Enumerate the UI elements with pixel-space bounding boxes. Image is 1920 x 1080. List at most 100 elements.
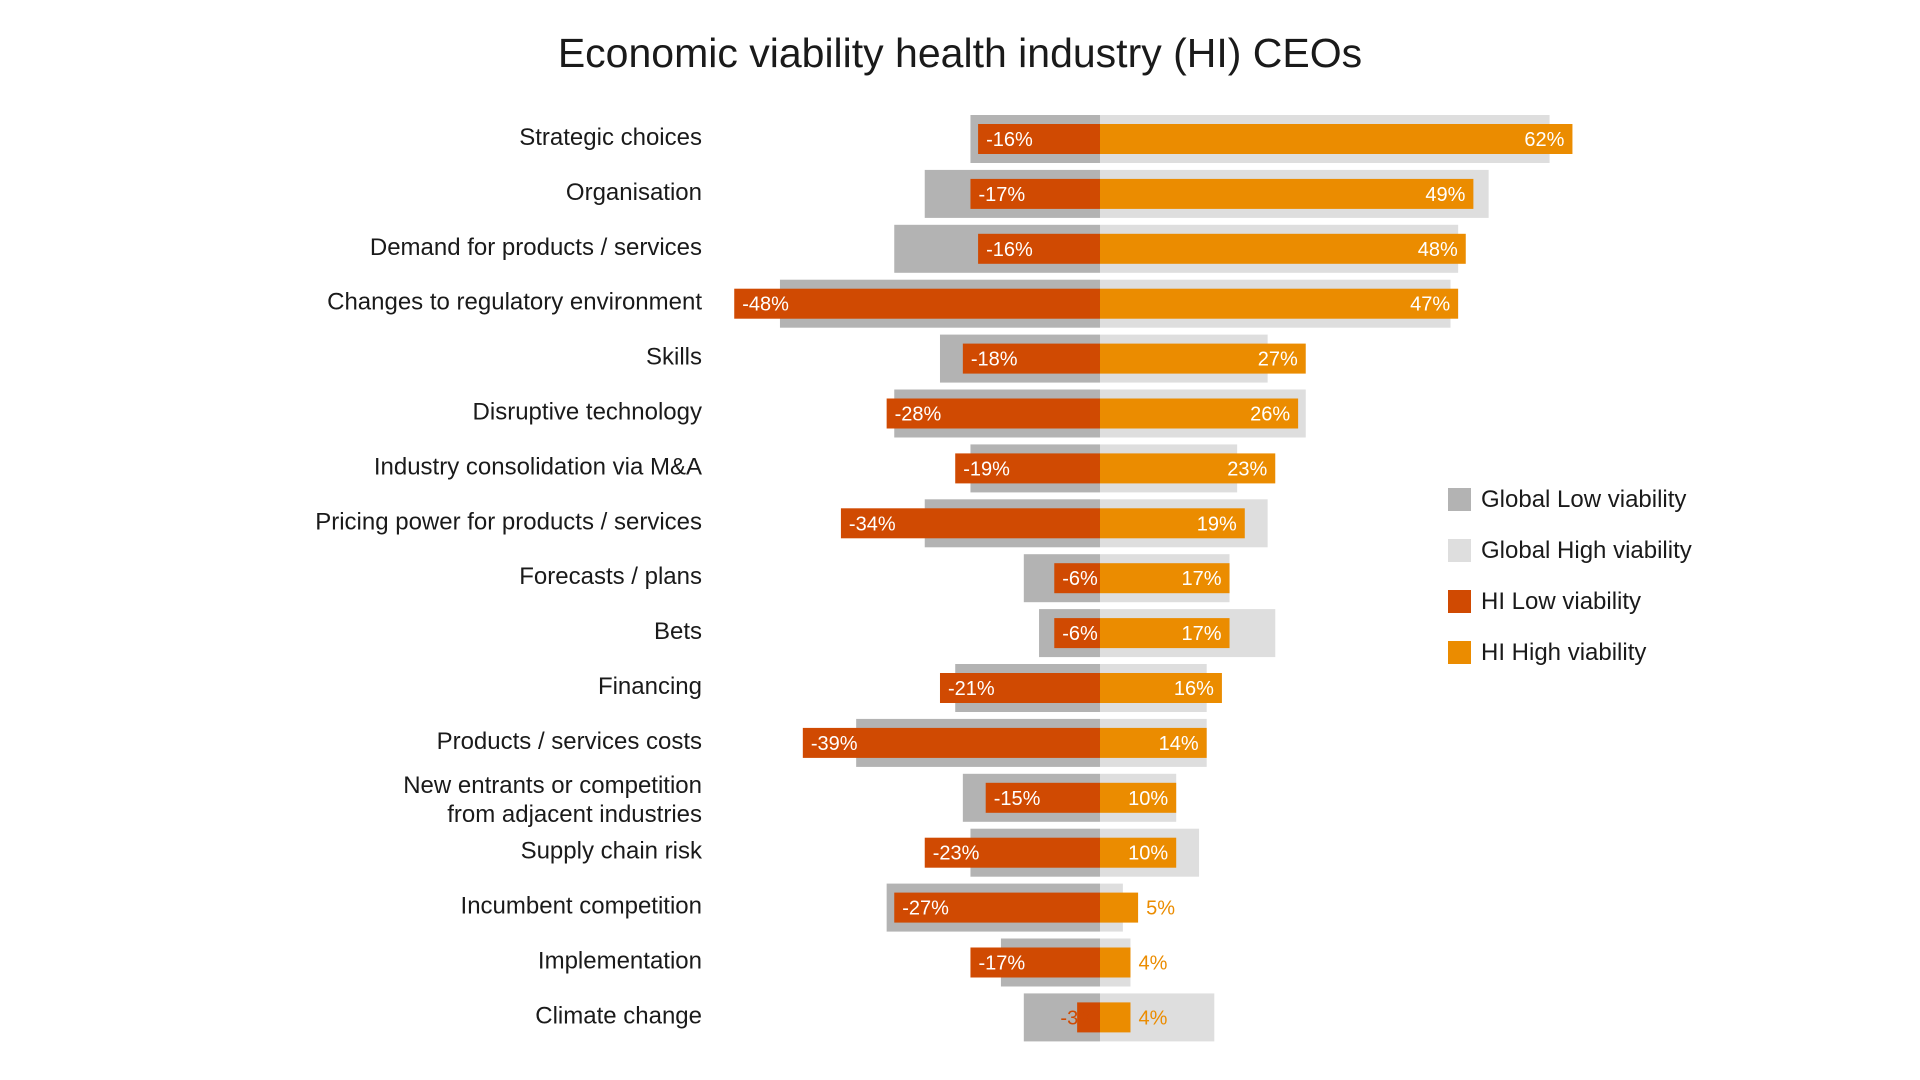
category-label: New entrants or competition bbox=[403, 772, 702, 799]
category-label: Industry consolidation via M&A bbox=[374, 453, 702, 480]
data-label-hi-low: -23% bbox=[933, 843, 980, 865]
data-label-hi-low: -27% bbox=[902, 898, 949, 920]
legend-swatch-global-high bbox=[1448, 539, 1471, 562]
category-label: Forecasts / plans bbox=[519, 563, 702, 590]
data-label-hi-low: -28% bbox=[895, 404, 942, 426]
data-label-hi-high: 14% bbox=[1159, 733, 1199, 755]
legend-label: Global High viability bbox=[1481, 536, 1692, 564]
data-label-hi-high: 49% bbox=[1425, 184, 1465, 206]
bar-hi-low bbox=[840, 508, 1100, 539]
data-label-hi-low: -6% bbox=[1062, 568, 1098, 590]
legend-label: HI High viability bbox=[1481, 638, 1647, 666]
category-label: Supply chain risk bbox=[521, 838, 703, 865]
legend-item-global-low: Global Low viability bbox=[1448, 474, 1692, 525]
category-label: Bets bbox=[654, 618, 702, 645]
bar-hi-low bbox=[924, 837, 1100, 868]
data-label-hi-low: -21% bbox=[948, 678, 995, 700]
data-label-hi-high: 16% bbox=[1174, 678, 1214, 700]
bar-hi-high bbox=[1100, 618, 1230, 649]
category-label: Incumbent competition bbox=[461, 893, 702, 920]
legend: Global Low viability Global High viabili… bbox=[1448, 474, 1692, 678]
data-label-hi-low: -15% bbox=[994, 788, 1041, 810]
legend-item-global-high: Global High viability bbox=[1448, 525, 1692, 576]
data-label-hi-high: 10% bbox=[1128, 843, 1168, 865]
data-label-hi-high: 17% bbox=[1182, 568, 1222, 590]
data-label-hi-low: -16% bbox=[986, 239, 1033, 261]
legend-swatch-global-low bbox=[1448, 488, 1471, 511]
data-label-hi-low: -34% bbox=[849, 513, 896, 535]
bar-hi-low bbox=[970, 947, 1100, 978]
category-label: Skills bbox=[646, 344, 702, 371]
bar-hi-high bbox=[1100, 837, 1177, 868]
bar-hi-low bbox=[978, 124, 1100, 154]
data-label-hi-high: 19% bbox=[1197, 513, 1237, 535]
category-label: Disruptive technology bbox=[473, 399, 702, 426]
data-label-hi-high: 48% bbox=[1418, 239, 1458, 261]
bar-hi-high bbox=[1100, 508, 1245, 539]
bar-hi-low bbox=[962, 343, 1100, 374]
category-label: Demand for products / services bbox=[370, 234, 702, 261]
bar-hi-low bbox=[886, 398, 1100, 429]
data-label-hi-low: -6% bbox=[1062, 623, 1098, 645]
legend-item-hi-high: HI High viability bbox=[1448, 627, 1692, 678]
bar-hi-low bbox=[894, 892, 1100, 923]
bar-hi-low bbox=[802, 727, 1100, 758]
bar-hi-high bbox=[1100, 563, 1230, 594]
category-label: Implementation bbox=[538, 948, 702, 975]
category-label: Pricing power for products / services bbox=[315, 508, 702, 535]
bar-hi-high bbox=[1100, 398, 1299, 429]
category-label: from adjacent industries bbox=[447, 801, 702, 828]
data-label-hi-low: -16% bbox=[986, 129, 1033, 151]
legend-label: HI Low viability bbox=[1481, 587, 1642, 615]
bar-hi-high bbox=[1100, 727, 1207, 758]
bar-hi-high bbox=[1100, 947, 1131, 978]
bar-hi-high bbox=[1100, 178, 1474, 209]
data-label-hi-high: 23% bbox=[1227, 458, 1267, 480]
bar-hi-high bbox=[1100, 453, 1276, 484]
data-label-hi-low: -19% bbox=[963, 458, 1010, 480]
bar-hi-low bbox=[939, 673, 1100, 703]
data-label-hi-low: -17% bbox=[978, 953, 1025, 975]
data-label-hi-high: 47% bbox=[1410, 294, 1450, 316]
category-label: Climate change bbox=[535, 1002, 702, 1029]
data-label-hi-low: -39% bbox=[811, 733, 858, 755]
bar-hi-high bbox=[1100, 1002, 1131, 1033]
data-label-hi-high: 27% bbox=[1258, 349, 1298, 371]
bar-hi-high bbox=[1100, 233, 1466, 264]
data-label-hi-low: -17% bbox=[978, 184, 1025, 206]
bar-hi-high bbox=[1100, 782, 1177, 813]
data-label-hi-high: 62% bbox=[1524, 129, 1564, 151]
bar-hi-low bbox=[1077, 1002, 1100, 1033]
bar-hi-high bbox=[1100, 288, 1459, 319]
legend-swatch-hi-high bbox=[1448, 641, 1471, 664]
data-label-hi-low: -48% bbox=[742, 294, 789, 316]
chart-title: Economic viability health industry (HI) … bbox=[557, 30, 1363, 76]
legend-swatch-hi-low bbox=[1448, 590, 1471, 613]
category-label: Organisation bbox=[566, 179, 702, 206]
data-label-hi-high: 4% bbox=[1138, 953, 1167, 975]
bar-hi-high bbox=[1100, 343, 1306, 374]
category-label: Products / services costs bbox=[437, 728, 702, 755]
bar-hi-low bbox=[978, 233, 1100, 264]
bar-hi-low bbox=[734, 288, 1100, 319]
data-label-hi-low: -18% bbox=[971, 349, 1018, 371]
category-label: Changes to regulatory environment bbox=[327, 289, 702, 316]
category-label: Financing bbox=[598, 673, 702, 700]
data-label-hi-high: 5% bbox=[1146, 898, 1175, 920]
bar-hi-low bbox=[1054, 618, 1100, 649]
bar-hi-high bbox=[1100, 124, 1573, 154]
bar-hi-low bbox=[955, 453, 1100, 484]
bar-hi-low bbox=[985, 782, 1100, 813]
data-label-hi-high: 26% bbox=[1250, 404, 1290, 426]
category-label: Strategic choices bbox=[519, 124, 702, 151]
data-label-hi-high: 10% bbox=[1128, 788, 1168, 810]
data-label-hi-high: 4% bbox=[1138, 1007, 1167, 1029]
bar-hi-high bbox=[1100, 673, 1222, 703]
bar-hi-low bbox=[1054, 563, 1100, 594]
bar-hi-low bbox=[970, 178, 1100, 209]
data-label-hi-low: -3% bbox=[1060, 1007, 1096, 1029]
legend-label: Global Low viability bbox=[1481, 485, 1687, 513]
data-label-hi-high: 17% bbox=[1182, 623, 1222, 645]
legend-item-hi-low: HI Low viability bbox=[1448, 576, 1692, 627]
